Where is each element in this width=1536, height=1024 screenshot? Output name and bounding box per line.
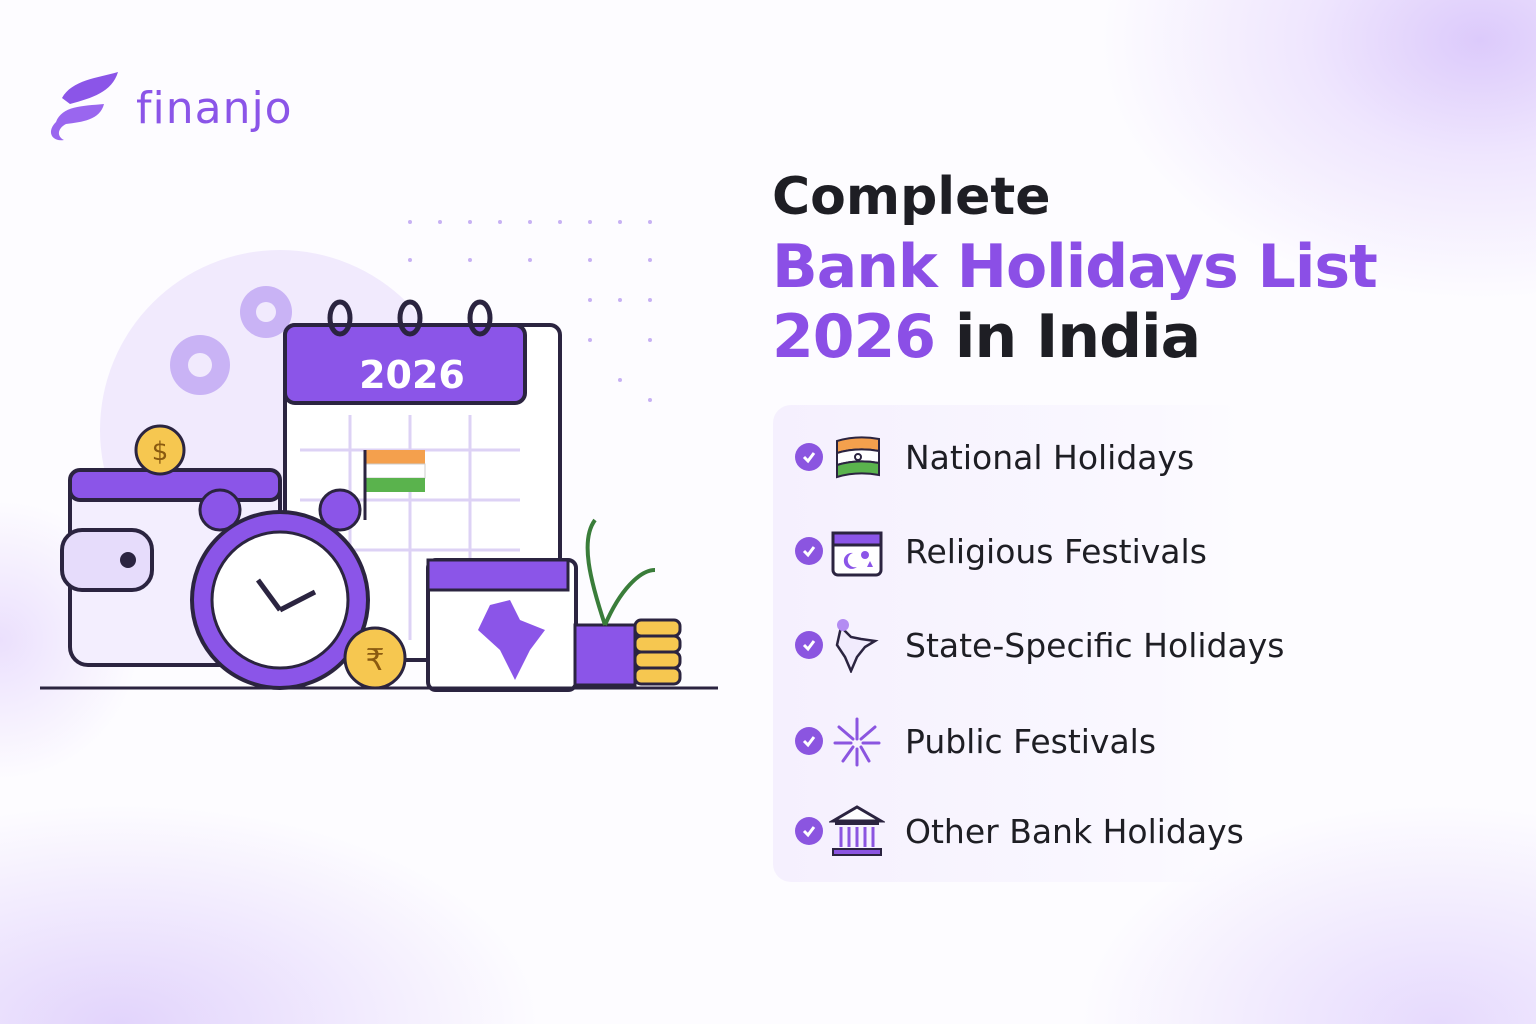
brand-name: finanjo	[136, 82, 293, 134]
holiday-categories-panel: National Holidays Religious Festivals St…	[773, 405, 1284, 882]
title-line-1: Complete	[772, 167, 1051, 227]
rupee-coin: ₹	[343, 626, 407, 690]
india-flag-icon	[363, 450, 426, 520]
title-line-2: Bank Holidays List	[772, 232, 1378, 302]
finanjo-logo-icon	[50, 72, 118, 141]
calendar-year: 2026	[359, 353, 465, 397]
item-label: State-Specific Holidays	[905, 625, 1285, 665]
page-title: Complete Bank Holidays List 2026 in Indi…	[772, 162, 1472, 372]
title-rest: in India	[935, 302, 1201, 372]
dollar-coin-symbol: $	[152, 437, 169, 467]
fireworks-icon	[833, 717, 881, 767]
list-item-national: National Holidays	[795, 429, 1194, 485]
small-calendar-india-map	[426, 558, 578, 692]
check-icon	[795, 727, 823, 755]
brand-logo: finanjo	[42, 70, 293, 146]
rupee-coin-symbol: ₹	[365, 643, 384, 678]
check-icon	[795, 817, 823, 845]
plant-pot	[573, 518, 656, 687]
item-label: Public Festivals	[905, 721, 1157, 761]
alarm-clock	[190, 488, 370, 690]
list-item-other: Other Bank Holidays	[795, 803, 1244, 859]
hero-illustration: 2026 $ ₹	[40, 220, 718, 692]
festival-calendar-icon	[831, 531, 883, 577]
item-label: Religious Festivals	[905, 531, 1207, 571]
coin-stack	[633, 618, 682, 686]
check-icon	[795, 443, 823, 471]
india-flag-icon	[836, 436, 880, 479]
list-item-public: Public Festivals	[795, 713, 1156, 769]
item-label: National Holidays	[905, 437, 1195, 477]
list-item-religious: Religious Festivals	[795, 523, 1207, 579]
list-item-state: State-Specific Holidays	[795, 617, 1284, 673]
title-year: 2026	[772, 302, 936, 372]
item-label: Other Bank Holidays	[905, 811, 1244, 851]
dollar-coin	[134, 424, 186, 476]
bank-building-icon	[829, 805, 885, 856]
india-map-pin-icon	[835, 619, 879, 673]
check-icon	[795, 631, 823, 659]
title-line-3: 2026 in India	[772, 302, 1472, 372]
dot-grid	[408, 220, 652, 402]
check-icon	[795, 537, 823, 565]
